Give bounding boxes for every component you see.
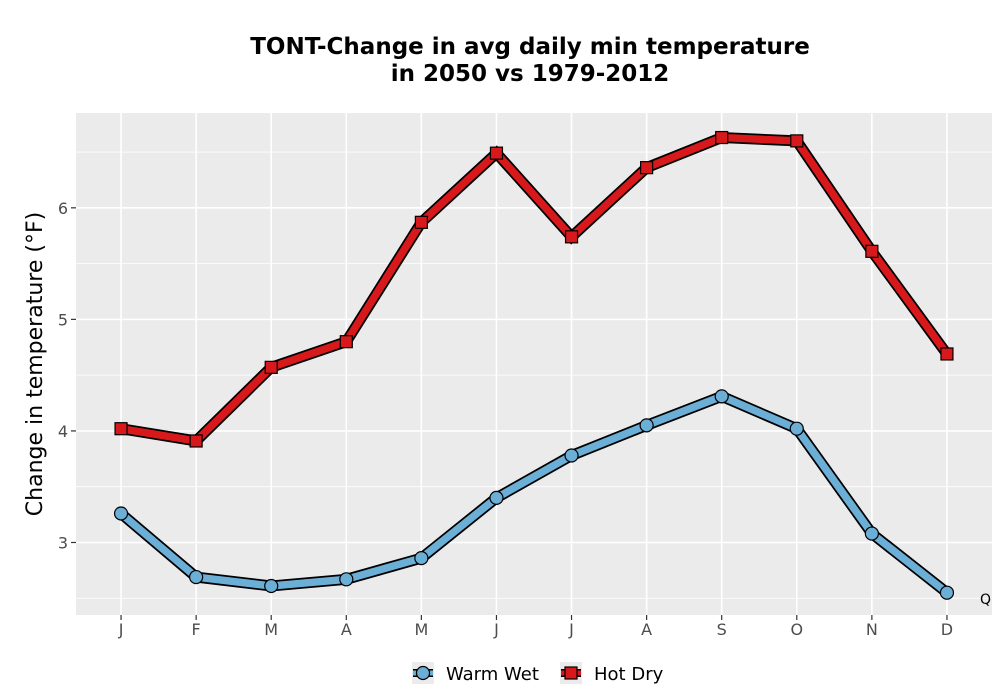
data-point-warm-wet (564, 448, 579, 463)
series-hot-dry (114, 130, 954, 448)
data-point-hot-dry (715, 130, 729, 145)
x-tick-label: A (341, 620, 352, 639)
y-tick-label: 6 (58, 199, 68, 218)
corner-label: Q (980, 592, 991, 608)
data-point-warm-wet (864, 526, 879, 541)
data-point-warm-wet (939, 585, 955, 600)
series-line-warm-wet (118, 392, 950, 596)
data-point-warm-wet (264, 578, 279, 594)
series-warm-wet (113, 389, 955, 600)
legend: Warm Wet Hot Dry (412, 662, 664, 685)
x-tick-label: J (118, 620, 124, 639)
data-point-hot-dry (189, 434, 203, 448)
x-tick-label: N (866, 620, 878, 639)
legend-marker-hot-dry (564, 666, 578, 680)
x-tick-label: M (264, 620, 278, 639)
data-point-warm-wet (639, 418, 654, 433)
x-tick-label: J (568, 620, 574, 639)
legend-label-warm-wet: Warm Wet (446, 664, 539, 685)
y-tick-label: 3 (58, 533, 68, 552)
data-point-warm-wet (414, 551, 429, 566)
legend-marker-warm-wet (415, 665, 431, 681)
y-tick-label: 5 (58, 310, 68, 329)
data-point-hot-dry (414, 215, 428, 229)
data-point-hot-dry (640, 161, 654, 175)
data-point-hot-dry (564, 230, 579, 244)
x-tick-label: A (641, 620, 652, 639)
data-point-hot-dry (865, 244, 879, 258)
y-axis-title: Change in temperature (°F) (23, 212, 48, 516)
x-tick-label: J (493, 620, 499, 639)
chart-title-line-1: TONT-Change in avg daily min temperature (250, 34, 810, 60)
data-point-hot-dry (339, 335, 353, 349)
data-point-hot-dry (940, 347, 954, 361)
x-tick-label: D (941, 620, 953, 639)
chart-title-line-2: in 2050 vs 1979-2012 (391, 61, 670, 87)
x-tick-label: S (717, 620, 727, 639)
series-line-hot-dry (120, 133, 950, 445)
data-point-hot-dry (790, 134, 804, 148)
data-point-warm-wet (489, 490, 504, 505)
data-point-hot-dry (114, 422, 128, 436)
data-point-warm-wet (789, 421, 804, 436)
x-tick-label: O (790, 620, 803, 639)
data-point-warm-wet (339, 572, 354, 587)
series-layer (113, 130, 955, 600)
legend-label-hot-dry: Hot Dry (594, 664, 664, 685)
y-tick-label: 4 (58, 422, 68, 441)
data-point-warm-wet (714, 389, 729, 404)
data-point-hot-dry (264, 360, 278, 374)
x-tick-label: M (414, 620, 428, 639)
x-tick-label: F (192, 620, 201, 639)
data-point-hot-dry (489, 146, 504, 160)
axis-ticks: 3 4 5 6 J F M A M J J A S O N D (58, 199, 953, 639)
data-point-warm-wet (113, 506, 129, 521)
data-point-warm-wet (189, 569, 204, 585)
